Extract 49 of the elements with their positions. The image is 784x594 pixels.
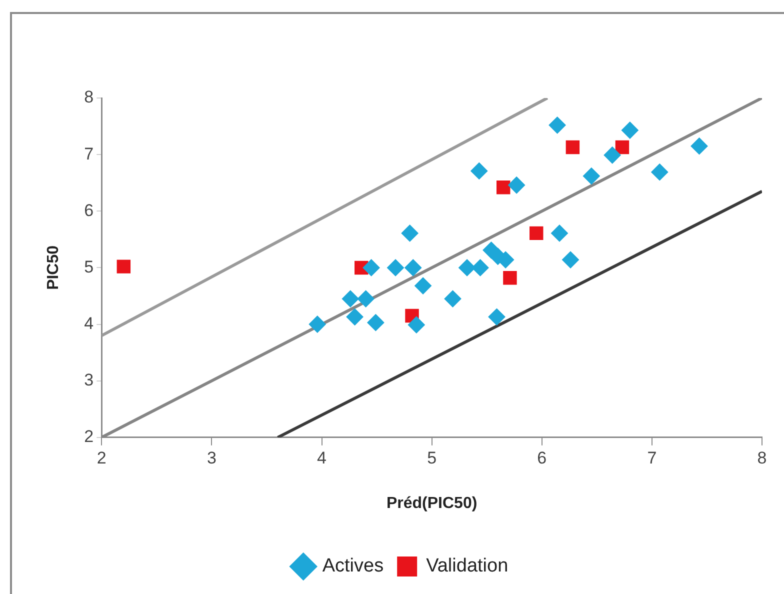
x-tick-label: 5 xyxy=(427,448,437,468)
legend-label: Actives xyxy=(322,556,384,577)
y-axis-title: PIC50 xyxy=(45,245,62,290)
point xyxy=(488,308,506,326)
point xyxy=(604,146,621,164)
point xyxy=(530,226,544,240)
point xyxy=(472,259,489,276)
point xyxy=(404,259,422,276)
point xyxy=(346,308,364,326)
point xyxy=(651,164,668,181)
x-tick-label: 3 xyxy=(206,448,216,468)
point xyxy=(308,316,326,333)
point xyxy=(582,168,600,185)
x-tick-label: 6 xyxy=(537,448,547,468)
point xyxy=(367,314,384,332)
point xyxy=(362,259,380,276)
point xyxy=(458,259,476,276)
x-tick-label: 8 xyxy=(757,448,767,468)
point xyxy=(116,260,131,274)
legend-label: Validation xyxy=(426,556,508,577)
point xyxy=(408,316,425,334)
point xyxy=(508,176,526,194)
y-tick-label: 8 xyxy=(84,88,94,107)
point xyxy=(615,140,630,154)
point xyxy=(566,140,580,154)
point xyxy=(562,251,579,268)
point xyxy=(401,224,418,242)
point xyxy=(357,290,374,308)
y-tick-label: 2 xyxy=(84,427,94,446)
y-tick-label: 5 xyxy=(84,257,94,276)
point xyxy=(503,271,517,285)
point xyxy=(342,290,359,308)
x-tick-label: 7 xyxy=(647,448,657,468)
y-tick-label: 4 xyxy=(84,314,94,333)
y-tick-label: 6 xyxy=(84,200,94,220)
point xyxy=(550,224,568,242)
point xyxy=(621,122,638,139)
point xyxy=(470,162,488,180)
x-axis-title: Préd(PIC50) xyxy=(386,494,478,512)
point xyxy=(387,259,404,276)
point xyxy=(690,138,708,155)
point xyxy=(444,290,462,308)
y-tick-label: 3 xyxy=(84,370,94,390)
point xyxy=(496,180,510,194)
x-tick-label: 4 xyxy=(317,448,327,468)
point xyxy=(414,277,432,294)
point xyxy=(548,116,566,134)
x-tick-label: 2 xyxy=(96,448,106,468)
y-tick-label: 7 xyxy=(84,144,94,164)
